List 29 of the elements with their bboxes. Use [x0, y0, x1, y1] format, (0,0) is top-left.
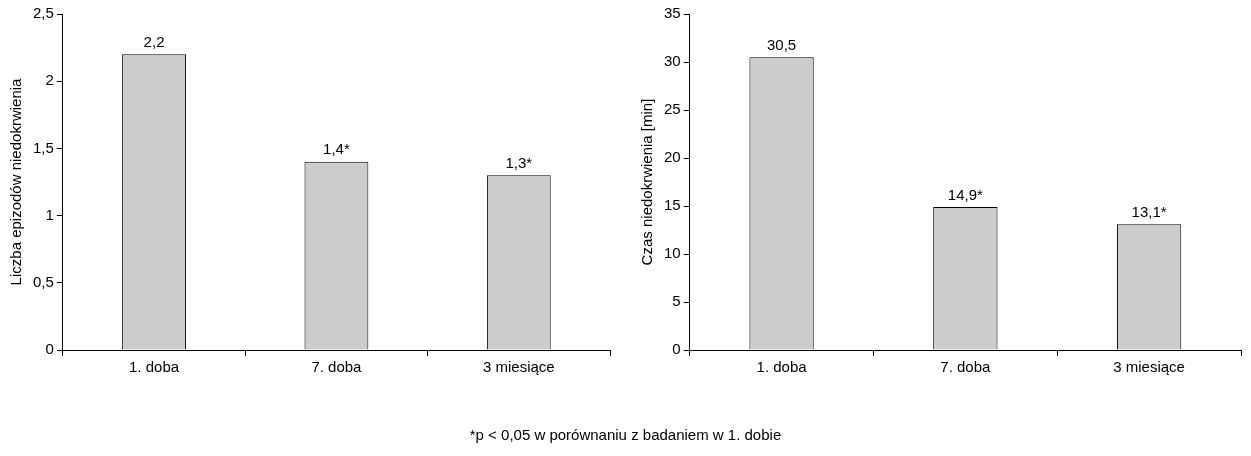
y-tick-label: 2,5 — [32, 4, 54, 22]
y-tick-label: 2 — [45, 71, 54, 89]
data-label: 2,2 — [143, 32, 165, 50]
y-axis-title: Liczba epizodów niedokrwienia — [7, 77, 25, 286]
x-tick-label: 1. doba — [756, 358, 808, 376]
y-tick-label: 1,5 — [32, 138, 54, 156]
data-label: 1,3* — [505, 153, 533, 171]
y-tick-label: 15 — [664, 196, 681, 214]
x-tick-label: 3 miesiące — [482, 358, 555, 376]
y-tick-label: 20 — [664, 148, 681, 166]
data-label: 30,5 — [766, 35, 797, 53]
y-tick-label: 10 — [664, 244, 681, 262]
data-label: 1,4* — [323, 140, 350, 158]
data-label: 14,9* — [947, 185, 984, 203]
x-tick-label: 7. doba — [940, 358, 992, 376]
y-axis-title: Czas niedokrwienia [min] — [638, 98, 656, 266]
data-label: 13,1* — [1131, 202, 1167, 220]
y-tick-label: 0 — [45, 340, 54, 358]
text: *p < 0,05 w porównaniu z badaniem w 1. dobie — [468, 426, 783, 443]
y-tick-label: 0,5 — [32, 272, 54, 290]
x-tick-label: 1. doba — [129, 358, 180, 376]
y-tick-label: 0 — [672, 340, 681, 358]
y-tick-label: 35 — [664, 4, 681, 22]
y-tick-label: 30 — [664, 52, 681, 70]
x-tick-label: 3 miesiące — [1113, 358, 1185, 376]
y-tick-label: 25 — [664, 100, 681, 118]
x-tick-label: 7. doba — [311, 358, 363, 376]
y-tick-label: 5 — [672, 292, 681, 310]
y-tick-label: 1 — [45, 205, 54, 223]
